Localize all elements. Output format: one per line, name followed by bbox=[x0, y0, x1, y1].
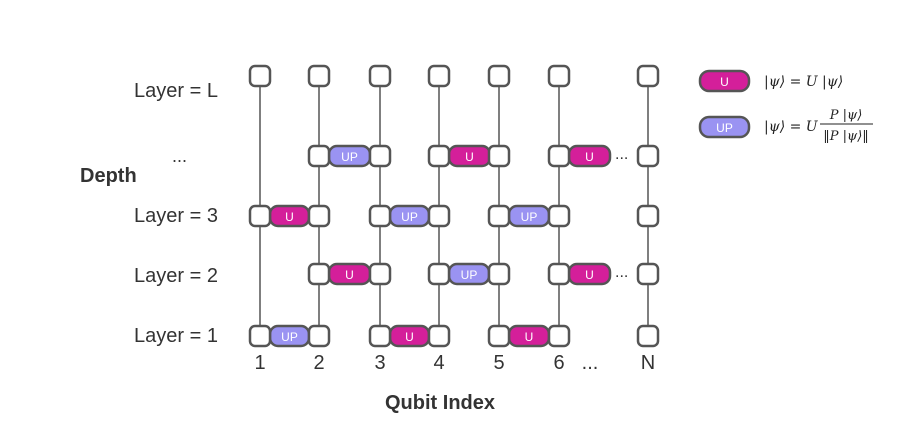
node bbox=[636, 262, 660, 286]
node bbox=[307, 204, 331, 228]
node bbox=[368, 262, 392, 286]
gate-label: U bbox=[585, 150, 594, 164]
node bbox=[487, 64, 511, 88]
layer-label-L: Layer = L bbox=[134, 80, 218, 102]
qubit-label-1: 1 bbox=[254, 352, 265, 374]
node bbox=[368, 64, 392, 88]
node bbox=[368, 144, 392, 168]
node bbox=[427, 262, 451, 286]
node bbox=[487, 204, 511, 228]
node bbox=[547, 204, 571, 228]
node bbox=[248, 204, 272, 228]
qubit-axis-title: Qubit Index bbox=[385, 392, 495, 414]
legend-up-label: UP bbox=[716, 121, 733, 135]
node bbox=[427, 204, 451, 228]
gate-label: UP bbox=[281, 330, 298, 344]
layer-label-3: Layer = 3 bbox=[134, 205, 218, 227]
node bbox=[248, 324, 272, 348]
node bbox=[307, 324, 331, 348]
layer-label-ellipsis: ... bbox=[172, 146, 187, 166]
node bbox=[307, 262, 331, 286]
node bbox=[427, 324, 451, 348]
node bbox=[248, 64, 272, 88]
node bbox=[487, 324, 511, 348]
gate-label: U bbox=[465, 150, 474, 164]
node bbox=[636, 144, 660, 168]
legend: U |ψ⟩ = U |ψ⟩ UP |ψ⟩ = U P |ψ⟩ ‖P |ψ⟩‖ bbox=[698, 69, 873, 144]
qubit-label-ellipsis: ... bbox=[582, 352, 599, 374]
node bbox=[487, 144, 511, 168]
qubit-label-N: N bbox=[641, 352, 655, 374]
row-ellipsis: ... bbox=[615, 264, 628, 281]
qubit-label-3: 3 bbox=[374, 352, 385, 374]
qubit-label-5: 5 bbox=[493, 352, 504, 374]
legend-up-swatch bbox=[698, 115, 751, 139]
gate-label: UP bbox=[461, 268, 478, 282]
depth-axis-title: Depth bbox=[80, 165, 137, 187]
qubit-label-2: 2 bbox=[313, 352, 324, 374]
node bbox=[636, 204, 660, 228]
gate-label: U bbox=[525, 330, 534, 344]
legend-u-equation: |ψ⟩ = U |ψ⟩ bbox=[764, 74, 843, 90]
legend-up-equation-numerator: P |ψ⟩ bbox=[829, 108, 863, 123]
node bbox=[547, 144, 571, 168]
gate-label: U bbox=[285, 210, 294, 224]
legend-up-equation-denominator: ‖P |ψ⟩‖ bbox=[823, 129, 869, 144]
legend-u-label: U bbox=[720, 75, 729, 89]
gate-label: U bbox=[405, 330, 414, 344]
gate-label: UP bbox=[401, 210, 418, 224]
layer-label-2: Layer = 2 bbox=[134, 265, 218, 287]
node bbox=[427, 64, 451, 88]
row-ellipsis: ... bbox=[615, 146, 628, 163]
legend-up-equation-lhs: |ψ⟩ = U bbox=[764, 119, 819, 135]
node bbox=[487, 262, 511, 286]
node bbox=[427, 144, 451, 168]
node bbox=[307, 144, 331, 168]
node bbox=[368, 324, 392, 348]
node bbox=[547, 64, 571, 88]
layer-label-1: Layer = 1 bbox=[134, 325, 218, 347]
node bbox=[368, 204, 392, 228]
gate-label: U bbox=[345, 268, 354, 282]
legend-u-swatch bbox=[698, 69, 751, 93]
qubit-label-4: 4 bbox=[433, 352, 444, 374]
node bbox=[636, 64, 660, 88]
node bbox=[547, 324, 571, 348]
qubit-nodes bbox=[248, 64, 660, 348]
node bbox=[307, 64, 331, 88]
gate-label: UP bbox=[341, 150, 358, 164]
qubit-label-6: 6 bbox=[553, 352, 564, 374]
gate-label: UP bbox=[521, 210, 538, 224]
gate-label: U bbox=[585, 268, 594, 282]
node bbox=[636, 324, 660, 348]
node bbox=[547, 262, 571, 286]
